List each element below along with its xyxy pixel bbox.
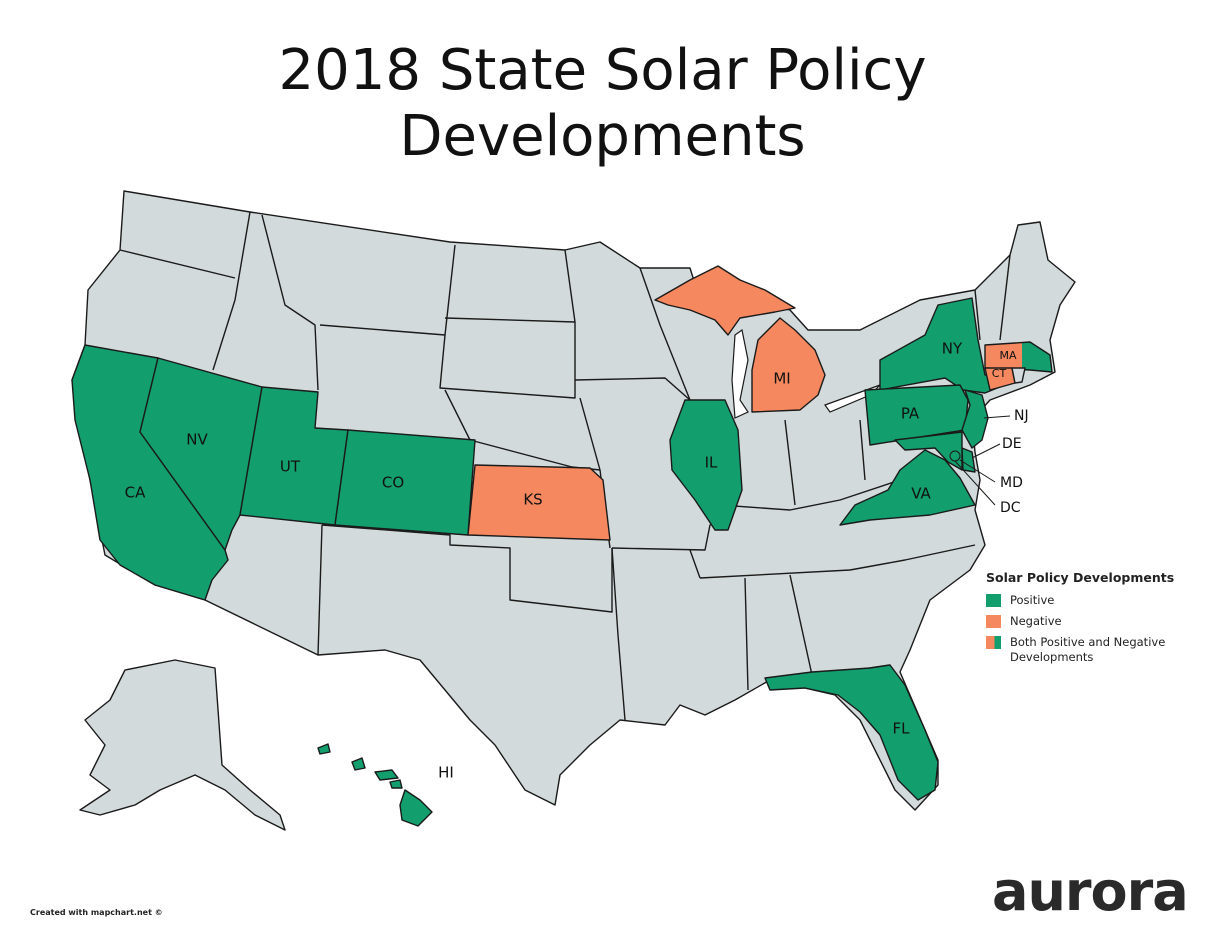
state-HI[interactable] — [317, 743, 433, 827]
callout-DC: DC — [1000, 500, 1021, 516]
label-CT: CT — [992, 367, 1007, 380]
legend-item-negative: Negative — [986, 614, 1196, 629]
legend: Solar Policy Developments Positive Negat… — [986, 570, 1196, 671]
state-NJ[interactable] — [961, 389, 989, 449]
state-MD[interactable] — [894, 431, 963, 471]
label-IL: IL — [705, 454, 718, 472]
callout-NJ: NJ — [1014, 408, 1029, 424]
label-KS: KS — [523, 491, 542, 509]
legend-swatch-negative — [986, 615, 1001, 628]
label-VA: VA — [911, 485, 931, 503]
label-CO: CO — [382, 474, 404, 492]
label-NY: NY — [942, 340, 963, 358]
callout-DE: DE — [1002, 436, 1022, 452]
label-UT: UT — [280, 458, 301, 476]
callout-MD: MD — [1000, 475, 1023, 491]
lake-michigan — [731, 328, 749, 419]
legend-label: Negative — [1010, 614, 1062, 628]
credit-text: Created with mapchart.net © — [30, 908, 163, 917]
state-labels: CA NV UT CO KS IL MI NY PA VA FL MA CT H… — [125, 340, 1017, 782]
legend-item-both: Both Positive and Negative Developments — [986, 635, 1196, 665]
legend-title: Solar Policy Developments — [986, 570, 1175, 585]
state-VA[interactable] — [839, 449, 976, 526]
state-IL[interactable] — [669, 399, 743, 531]
aurora-logo: aurora — [992, 860, 1189, 923]
legend-swatch-both — [986, 636, 1001, 649]
map-title: 2018 State Solar Policy Developments — [278, 38, 927, 169]
state-CO[interactable] — [334, 429, 476, 536]
label-FL: FL — [893, 720, 911, 738]
label-CA: CA — [125, 484, 146, 502]
state-KS[interactable] — [467, 464, 611, 541]
legend-swatch-positive — [986, 594, 1001, 607]
state-RI — [1011, 367, 1026, 384]
label-NV: NV — [186, 431, 208, 449]
label-HI: HI — [438, 764, 454, 782]
state-MI[interactable] — [751, 317, 826, 413]
legend-label: Both Positive and Negative Developments — [1010, 635, 1166, 664]
legend-item-positive: Positive — [986, 593, 1196, 608]
legend-label: Positive — [1010, 593, 1055, 607]
state-AK — [79, 659, 286, 831]
label-MI: MI — [773, 370, 790, 388]
label-MA: MA — [999, 349, 1016, 362]
state-FL[interactable] — [764, 664, 939, 801]
callouts — [949, 415, 1011, 506]
state-MI-upper[interactable] — [654, 265, 796, 336]
label-PA: PA — [901, 405, 920, 423]
